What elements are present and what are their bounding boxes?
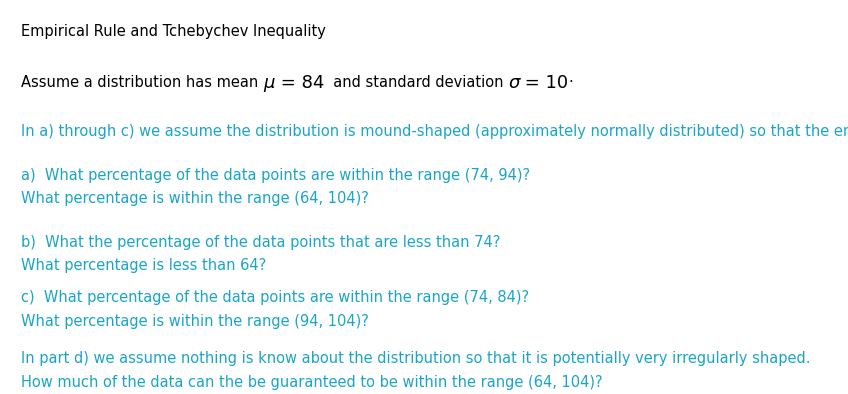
Text: Assume a distribution has mean: Assume a distribution has mean <box>21 75 263 90</box>
Text: = 10: = 10 <box>520 74 568 92</box>
Text: What percentage is less than 64?: What percentage is less than 64? <box>21 258 266 273</box>
Text: c)  What percentage of the data points are within the range (74, 84)?: c) What percentage of the data points ar… <box>21 290 529 305</box>
Text: a)  What percentage of the data points are within the range (74, 94)?: a) What percentage of the data points ar… <box>21 168 530 183</box>
Text: What percentage is within the range (94, 104)?: What percentage is within the range (94,… <box>21 314 369 329</box>
Text: ·: · <box>568 75 573 90</box>
Text: μ: μ <box>263 74 275 92</box>
Text: = 84: = 84 <box>275 74 324 92</box>
Text: b)  What the percentage of the data points that are less than 74?: b) What the percentage of the data point… <box>21 235 500 250</box>
Text: In part d) we assume nothing is know about the distribution so that it is potent: In part d) we assume nothing is know abo… <box>21 351 811 366</box>
Text: σ: σ <box>508 74 520 92</box>
Text: What percentage is within the range (64, 104)?: What percentage is within the range (64,… <box>21 191 369 206</box>
Text: How much of the data can the be guaranteed to be within the range (64, 104)?: How much of the data can the be guarante… <box>21 375 603 390</box>
Text: Empirical Rule and Tchebychev Inequality: Empirical Rule and Tchebychev Inequality <box>21 24 326 39</box>
Text: and standard deviation: and standard deviation <box>324 75 508 90</box>
Text: In a) through c) we assume the distribution is mound-shaped (approximately norma: In a) through c) we assume the distribut… <box>21 125 848 139</box>
